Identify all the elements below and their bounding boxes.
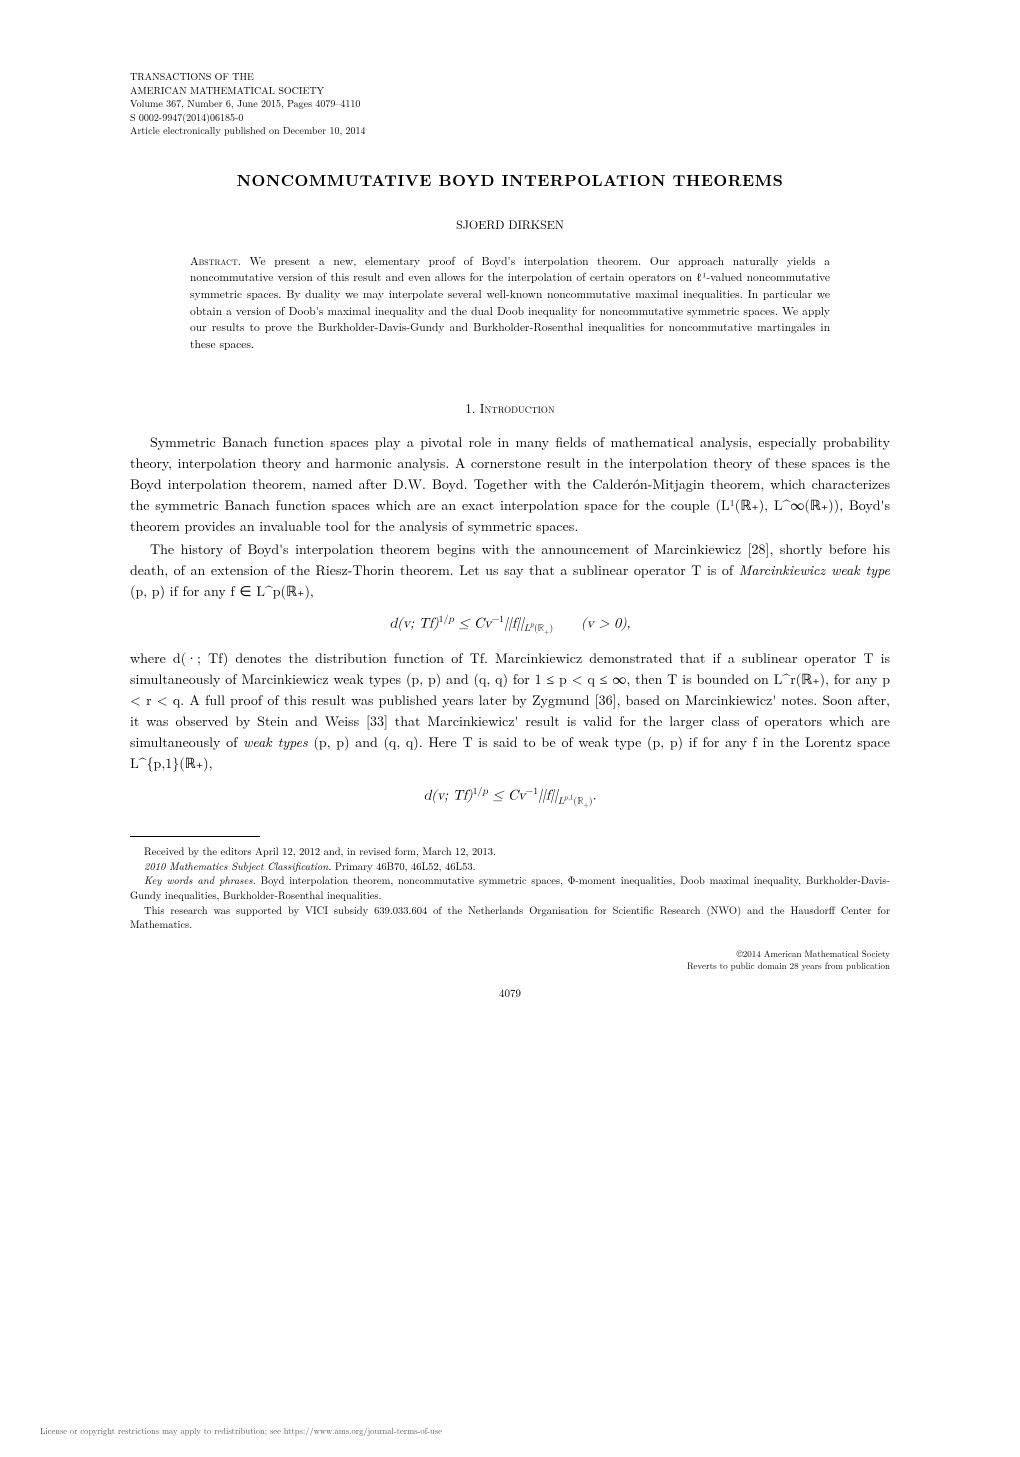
journal-line: S 0002-9947(2014)06185-0 (130, 111, 890, 125)
abstract-label: Abstract. (190, 253, 241, 269)
footnotes: Received by the editors April 12, 2012 a… (130, 845, 890, 933)
paragraph: Symmetric Banach function spaces play a … (130, 432, 890, 537)
msc-value: Primary 46B70, 46L52, 46L53. (331, 859, 475, 874)
license-text: License or copyright restrictions may ap… (40, 1425, 442, 1437)
footnote-separator (130, 836, 260, 837)
section-header: 1. Introduction (130, 398, 890, 417)
page-number: 4079 (130, 986, 890, 1001)
journal-line: AMERICAN MATHEMATICAL SOCIETY (130, 84, 890, 98)
footnote-keywords: Key words and phrases. Boyd interpolatio… (130, 874, 890, 903)
emphasis: Marcinkiewicz weak type (739, 560, 890, 580)
footnote-received: Received by the editors April 12, 2012 a… (130, 845, 890, 860)
footnote-msc: 2010 Mathematics Subject Classification.… (130, 860, 890, 875)
section-title: Introduction (480, 398, 555, 417)
author-name: SJOERD DIRKSEN (130, 216, 890, 233)
keywords-label: Key words and phrases. (144, 873, 256, 888)
text-run: (p, p) if for any f ∈ L^p(ℝ₊), (130, 581, 314, 601)
equation-display: d(v; Tf)1/p ≤ Cv−1||f||Lp(ℝ+) (v > 0), (130, 612, 890, 639)
abstract: Abstract. We present a new, elementary p… (130, 253, 890, 353)
msc-label: 2010 Mathematics Subject Classification. (144, 859, 331, 874)
journal-info: TRANSACTIONS OF THE AMERICAN MATHEMATICA… (130, 70, 890, 138)
journal-line: TRANSACTIONS OF THE (130, 70, 890, 84)
copyright-line: ©2014 American Mathematical Society (130, 948, 890, 960)
copyright-block: ©2014 American Mathematical Society Reve… (130, 948, 890, 971)
journal-line: Volume 367, Number 6, June 2015, Pages 4… (130, 97, 890, 111)
paragraph: The history of Boyd's interpolation theo… (130, 539, 890, 602)
paper-title: NONCOMMUTATIVE BOYD INTERPOLATION THEORE… (130, 168, 890, 191)
journal-line: Article electronically published on Dece… (130, 124, 890, 138)
copyright-line: Reverts to public domain 28 years from p… (130, 960, 890, 972)
body-content: Symmetric Banach function spaces play a … (130, 432, 890, 811)
section-number: 1. (465, 398, 475, 417)
equation-display: d(v; Tf)1/p ≤ Cv−1||f||Lp,1(ℝ+). (130, 784, 890, 811)
emphasis: weak types (243, 732, 308, 752)
paragraph: where d(·; Tf) denotes the distribution … (130, 648, 890, 774)
footnote-funding: This research was supported by VICI subs… (130, 904, 890, 933)
abstract-text: We present a new, elementary proof of Bo… (190, 253, 830, 352)
